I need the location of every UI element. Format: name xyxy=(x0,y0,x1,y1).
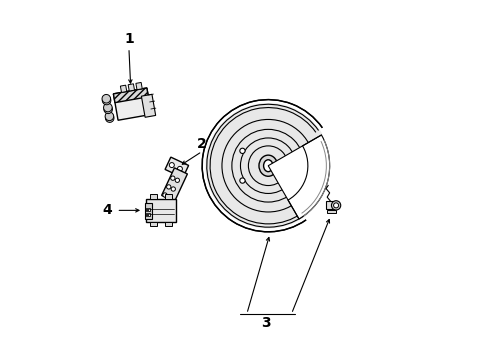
Circle shape xyxy=(240,148,245,153)
Circle shape xyxy=(168,195,172,199)
Bar xyxy=(128,84,135,91)
Circle shape xyxy=(175,178,179,183)
Circle shape xyxy=(240,178,245,183)
Text: 1: 1 xyxy=(124,32,134,46)
Bar xyxy=(327,210,336,213)
Circle shape xyxy=(171,187,175,191)
Bar xyxy=(146,199,176,222)
Bar xyxy=(165,222,172,226)
Bar xyxy=(165,157,189,178)
Bar xyxy=(148,208,150,211)
Bar xyxy=(326,202,336,209)
Bar xyxy=(165,194,172,199)
Circle shape xyxy=(102,96,111,105)
Circle shape xyxy=(170,163,174,168)
Circle shape xyxy=(105,114,114,122)
Bar xyxy=(146,213,147,216)
Bar xyxy=(121,85,127,93)
Circle shape xyxy=(171,176,175,180)
Circle shape xyxy=(105,112,114,121)
Bar xyxy=(145,203,152,219)
Circle shape xyxy=(103,103,112,112)
Wedge shape xyxy=(205,103,322,229)
Bar xyxy=(113,88,151,120)
Text: 3: 3 xyxy=(262,316,271,330)
Ellipse shape xyxy=(259,155,277,176)
Bar xyxy=(146,208,147,211)
Bar xyxy=(150,194,157,199)
Circle shape xyxy=(334,203,339,208)
Text: 2: 2 xyxy=(197,137,207,151)
Bar xyxy=(142,94,156,117)
Bar xyxy=(162,168,187,202)
Bar xyxy=(136,82,142,90)
Wedge shape xyxy=(268,135,330,219)
Bar xyxy=(148,213,150,216)
Bar xyxy=(150,222,157,226)
Circle shape xyxy=(104,105,112,114)
Bar xyxy=(113,88,148,103)
Circle shape xyxy=(163,193,167,197)
Ellipse shape xyxy=(264,160,273,172)
Circle shape xyxy=(177,166,182,171)
Text: 4: 4 xyxy=(102,203,112,217)
Circle shape xyxy=(331,201,341,210)
Circle shape xyxy=(102,94,111,103)
Circle shape xyxy=(167,185,171,189)
